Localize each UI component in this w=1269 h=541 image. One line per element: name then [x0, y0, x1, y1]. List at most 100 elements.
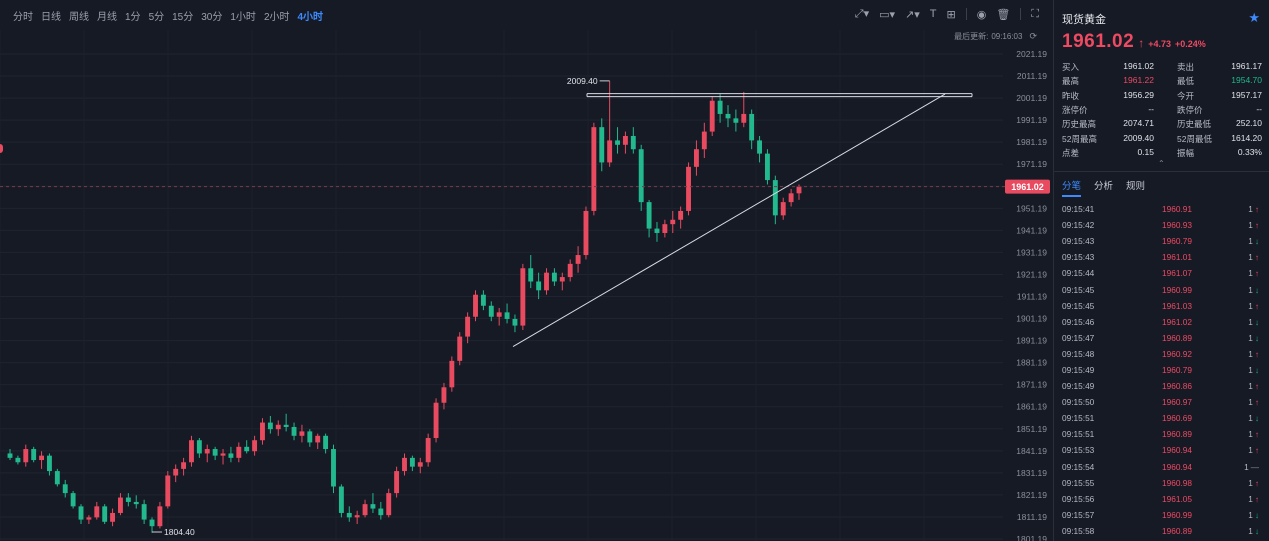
tick-volume: 1 ↓ — [1248, 365, 1259, 375]
candlestick-chart[interactable]: 2021.19 2011.19 2001.19 1991.19 1981.19 1971.… — [0, 0, 1053, 541]
tick-direction-icon: ↑ — [1254, 429, 1259, 440]
tick-volume: 1 ↑ — [1248, 445, 1259, 455]
period-10[interactable]: 4小时 — [297, 12, 324, 23]
period-7[interactable]: 30分 — [201, 12, 223, 23]
tick-time: 09:15:44 — [1062, 268, 1095, 279]
candle-body — [86, 517, 92, 520]
period-4[interactable]: 1分 — [125, 12, 141, 23]
tick-time: 09:15:55 — [1062, 477, 1095, 488]
tick-volume: 1 ↓ — [1248, 526, 1259, 536]
candle-body — [141, 504, 147, 520]
fullscreen-icon[interactable]: ⛶ — [1031, 7, 1039, 20]
candle-body — [315, 435, 321, 443]
tick-time: 09:15:49 — [1062, 381, 1095, 392]
tick-direction-icon: ↑ — [1254, 445, 1259, 456]
candle-body — [559, 277, 565, 282]
candle-body — [133, 501, 139, 505]
candle-body — [638, 149, 644, 203]
stat-label: 卖出 — [1177, 62, 1195, 73]
last-price-tag — [1005, 179, 1050, 194]
tab-0[interactable]: 分笔 — [1062, 178, 1082, 197]
tick-volume-value: 1 — [1248, 348, 1253, 359]
period-9[interactable]: 2小时 — [263, 12, 290, 23]
period-0[interactable]: 分时 — [13, 12, 33, 23]
tick-direction-icon: ↓ — [1254, 284, 1259, 295]
tab-1[interactable]: 分析 — [1094, 181, 1114, 192]
instrument-name: 现货黄金 — [1062, 14, 1106, 26]
stat-value: 2074.71 — [1123, 118, 1154, 129]
tick-price: 1960.93 — [1162, 220, 1192, 231]
last-price-tag-label: 1961.02 — [1011, 182, 1044, 192]
line-tool-icon[interactable]: ⤢▾ — [854, 8, 870, 20]
tick-time: 09:15:46 — [1062, 316, 1095, 327]
tick-volume-value: 1 — [1248, 445, 1253, 456]
tick-time: 09:15:56 — [1062, 493, 1095, 504]
candle-body — [599, 127, 605, 163]
panel-divider — [1054, 171, 1269, 172]
period-3[interactable]: 月线 — [97, 12, 117, 23]
tick-time: 09:15:48 — [1062, 348, 1095, 359]
tick-time: 09:15:41 — [1062, 204, 1095, 215]
y-tick-label: 1861.19 — [1016, 402, 1047, 412]
favorite-star-icon[interactable]: ★ — [1248, 10, 1260, 25]
eye-icon[interactable]: ◉ — [976, 8, 987, 21]
period-2[interactable]: 周线 — [69, 12, 89, 23]
tick-volume-value: 1 — [1248, 268, 1253, 279]
tick-price: 1960.79 — [1162, 364, 1192, 375]
period-6[interactable]: 15分 — [172, 12, 194, 23]
tick-price: 1960.79 — [1162, 236, 1192, 247]
period-8[interactable]: 1小时 — [230, 12, 256, 23]
arrow-tool-icon[interactable]: ↗▾ — [905, 8, 920, 21]
candle-body — [15, 457, 21, 463]
collapse-caret-icon[interactable]: ⌃ — [1158, 159, 1165, 168]
candle-body — [7, 453, 13, 458]
refresh-icon[interactable]: ⟳ — [1029, 31, 1037, 41]
y-tick-label: 1951.19 — [1016, 203, 1047, 213]
tick-row: 09:15:54 1960.94 1— — [1054, 459, 1269, 475]
tick-volume: 1 ↑ — [1248, 204, 1259, 214]
tick-volume: 1 ↓ — [1248, 510, 1259, 520]
stat-value: 1961.17 — [1231, 61, 1262, 72]
period-1[interactable]: 日线 — [41, 12, 61, 23]
candle-body — [449, 360, 455, 388]
trash-icon[interactable]: 🗑 — [996, 8, 1011, 21]
y-tick-label: 1991.19 — [1016, 115, 1047, 125]
tick-time: 09:15:51 — [1062, 413, 1095, 424]
rectangle-tool-icon[interactable]: ▭▾ — [879, 8, 896, 21]
candle-body — [441, 387, 447, 403]
candle-body — [236, 446, 242, 458]
tick-volume-value: 1 — [1248, 397, 1253, 408]
tick-direction-icon: ↑ — [1254, 268, 1259, 279]
measure-tool-icon[interactable]: ⊞ — [946, 8, 956, 21]
candle-body — [473, 294, 478, 317]
tab-2[interactable]: 规则 — [1126, 181, 1146, 192]
y-tick-label: 1881.19 — [1016, 358, 1047, 368]
text-tool-icon[interactable]: T — [929, 8, 937, 20]
price-change: +4.73 — [1148, 39, 1171, 49]
tick-volume-value: 1 — [1248, 509, 1253, 520]
stat-value: -- — [1148, 104, 1154, 115]
candle-body — [394, 471, 400, 494]
tick-time: 09:15:43 — [1062, 236, 1095, 247]
period-5[interactable]: 5分 — [148, 12, 165, 23]
red-edge-marker — [0, 144, 3, 153]
candle-body — [307, 431, 313, 443]
candle-body — [94, 506, 100, 518]
tick-price: 1960.98 — [1162, 477, 1192, 488]
tick-direction-icon: ↑ — [1254, 493, 1259, 504]
tick-time: 09:15:51 — [1062, 429, 1095, 440]
stat-cell: 52周最低 1614.20 — [1162, 133, 1262, 145]
candle-body — [402, 457, 407, 472]
candle-body — [536, 281, 542, 291]
tick-list[interactable]: 09:15:41 1960.91 1 ↑ 09:15:42 1960.93 1 ↑ 09:15:… — [1054, 193, 1269, 541]
stat-cell: 卖出 1961.17 — [1162, 61, 1262, 73]
chart-pane[interactable]: 2021.19 2011.19 2001.19 1991.19 1981.19 1971.… — [0, 0, 1053, 541]
tick-row: 09:15:53 1960.94 1 ↑ — [1054, 442, 1269, 458]
stat-value: 1954.70 — [1231, 75, 1262, 86]
low-annotation-label: 1804.40 — [164, 527, 195, 537]
stat-cell: 今开 1957.17 — [1162, 90, 1262, 102]
price-row: 1961.02 ↑ +4.73 +0.24% — [1062, 31, 1210, 53]
tick-volume-value: 1 — [1248, 300, 1253, 311]
tick-price: 1961.07 — [1162, 268, 1192, 279]
candle-body — [733, 118, 739, 123]
